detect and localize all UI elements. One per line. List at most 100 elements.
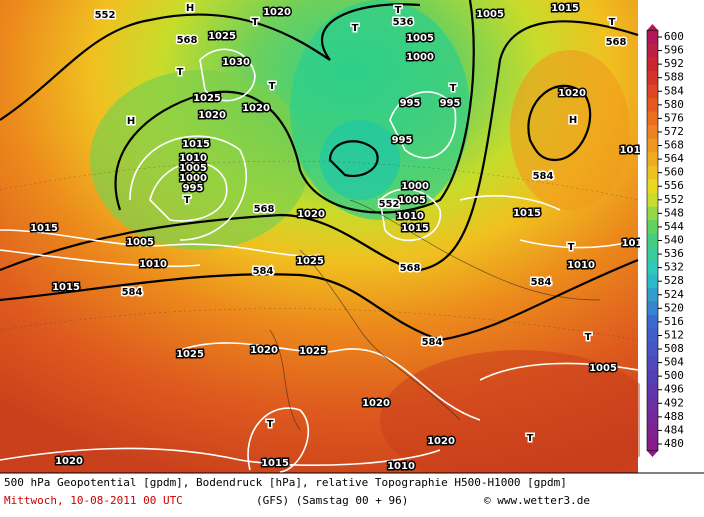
map-label: 568	[254, 204, 275, 215]
legend: 6005965925885845805765725685645605565525…	[640, 0, 704, 473]
legend-label: 496	[664, 383, 684, 396]
map-label: 1005	[406, 33, 434, 44]
map-label: 1000	[401, 181, 429, 192]
legend-label: 564	[664, 152, 684, 165]
map-label: H	[127, 116, 135, 127]
map-label: T	[352, 23, 359, 34]
legend-swatch	[647, 369, 658, 384]
map-label: 1005	[179, 163, 207, 174]
legend-swatch	[647, 423, 658, 438]
map-label: 101	[622, 238, 643, 249]
legend-label: 600	[664, 30, 684, 43]
legend-swatch	[647, 152, 658, 167]
legend-label: 512	[664, 328, 684, 341]
map-label: 584	[533, 171, 554, 182]
legend-swatch	[647, 165, 658, 180]
map-label: H	[569, 115, 577, 126]
map-label: 568	[400, 263, 421, 274]
map-label: 1020	[427, 436, 455, 447]
legend-label: 580	[664, 98, 684, 111]
map-label: 995	[392, 135, 413, 146]
map-label: 1020	[558, 88, 586, 99]
map-label: 1025	[208, 31, 236, 42]
legend-swatch	[647, 247, 658, 262]
legend-label: 484	[664, 423, 684, 436]
map-label: 1015	[182, 139, 210, 150]
legend-label: 520	[664, 301, 684, 314]
map-label: T	[395, 5, 402, 16]
map-label: 1020	[250, 345, 278, 356]
map-label: 1020	[55, 456, 83, 467]
legend-label: 532	[664, 261, 684, 274]
legend-arrow-top	[647, 24, 658, 31]
legend-swatch	[647, 355, 658, 370]
legend-frame	[646, 29, 659, 452]
map-label: 1010	[387, 461, 415, 472]
legend-swatch	[647, 125, 658, 140]
legend-label: 524	[664, 288, 684, 301]
legend-label: 568	[664, 139, 684, 152]
map-label: 584	[122, 287, 143, 298]
map-label: 1000	[179, 173, 207, 184]
legend-label: 540	[664, 234, 684, 247]
footer-credit: © www.wetter3.de	[484, 494, 590, 507]
legend-label: 500	[664, 369, 684, 382]
map-label: 1015	[551, 3, 579, 14]
map-label: 1005	[126, 237, 154, 248]
legend-label: 480	[664, 437, 684, 450]
footer-title: 500 hPa Geopotential [gpdm], Bodendruck …	[4, 476, 567, 489]
legend-label: 596	[664, 44, 684, 57]
legend-swatch	[647, 396, 658, 411]
map	[0, 0, 660, 490]
legend-swatch	[647, 342, 658, 357]
map-label: 1015	[401, 223, 429, 234]
map-label: 1020	[242, 103, 270, 114]
map-label: T	[267, 419, 274, 430]
map-label: T	[269, 81, 276, 92]
map-label: 1010	[179, 153, 207, 164]
map-label: 584	[531, 277, 552, 288]
map-label: 584	[253, 266, 274, 277]
map-label: T	[568, 242, 575, 253]
legend-label: 560	[664, 166, 684, 179]
map-label: 1005	[589, 363, 617, 374]
map-label: T	[609, 17, 616, 28]
legend-swatch	[647, 30, 658, 45]
map-label: T	[184, 195, 191, 206]
map-label: 1030	[222, 57, 250, 68]
legend-swatch	[647, 179, 658, 194]
legend-label: 544	[664, 220, 684, 233]
map-label: 995	[183, 183, 204, 194]
map-label: 1020	[198, 110, 226, 121]
map-label: 1015	[52, 282, 80, 293]
map-label: 995	[440, 98, 461, 109]
legend-label: 492	[664, 396, 684, 409]
map-label: 1015	[30, 223, 58, 234]
map-label: 1020	[362, 398, 390, 409]
map-label: 101	[620, 145, 641, 156]
legend-label: 528	[664, 274, 684, 287]
map-label: 568	[177, 35, 198, 46]
map-label: T	[585, 332, 592, 343]
legend-swatch	[647, 193, 658, 208]
map-label: 1005	[476, 9, 504, 20]
map-label: H	[186, 3, 194, 14]
map-label: 568	[606, 37, 627, 48]
legend-label: 488	[664, 410, 684, 423]
legend-swatch	[647, 84, 658, 99]
legend-label: 536	[664, 247, 684, 260]
legend-swatch	[647, 315, 658, 330]
legend-swatch	[647, 70, 658, 85]
legend-swatch	[647, 437, 658, 452]
footer-date: Mittwoch, 10-08-2011 00 UTC	[4, 494, 183, 507]
map-label: 1010	[139, 259, 167, 270]
legend-swatch	[647, 301, 658, 316]
map-label: 1025	[176, 349, 204, 360]
legend-swatch	[647, 57, 658, 72]
legend-label: 592	[664, 57, 684, 70]
legend-label: 504	[664, 356, 684, 369]
map-label: 552	[95, 10, 116, 21]
legend-swatch	[647, 260, 658, 275]
footer-run: (GFS) (Samstag 00 + 96)	[256, 494, 408, 507]
